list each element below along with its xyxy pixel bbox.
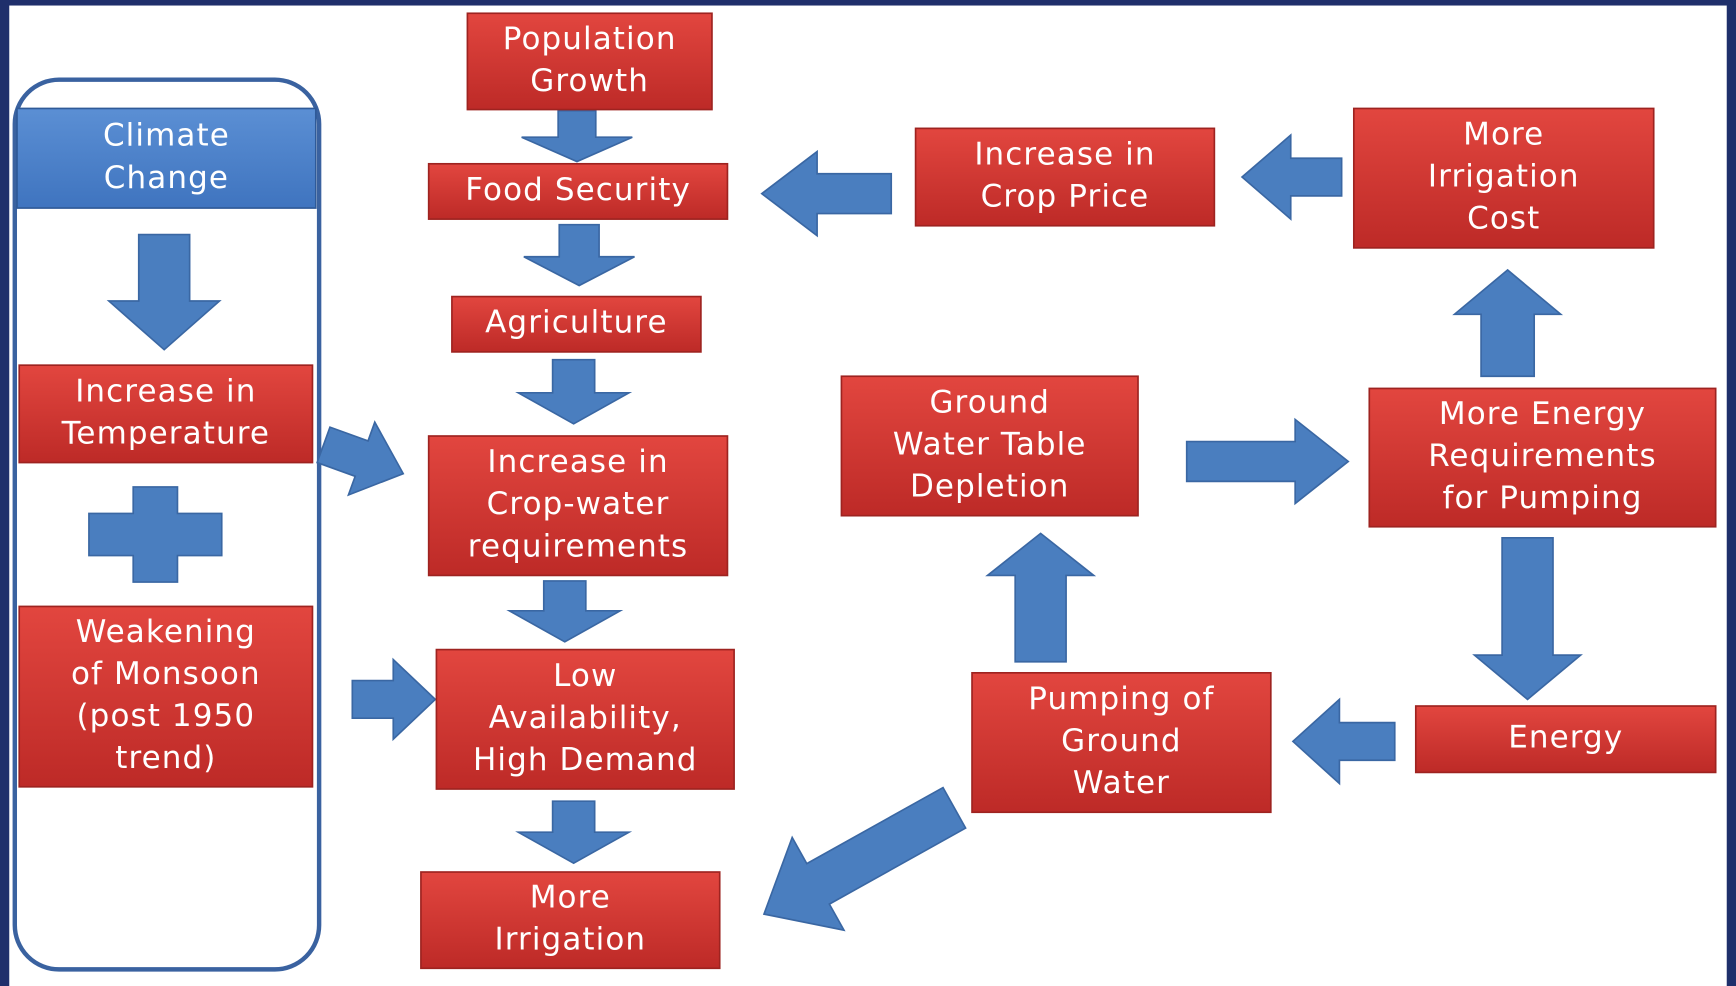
arrow xyxy=(985,532,1097,663)
arrow xyxy=(523,223,635,287)
node-label: Pumping of xyxy=(1028,681,1214,717)
node-label: Increase in xyxy=(75,373,256,409)
node: Increase in Crop Price xyxy=(914,127,1216,227)
node-label: for Pumping xyxy=(1442,480,1642,516)
node-label: Population xyxy=(503,21,677,57)
arrow xyxy=(1185,417,1350,506)
node-label: Growth xyxy=(530,63,649,99)
node-label: Availability, xyxy=(489,700,682,736)
node-box xyxy=(840,375,1139,517)
node-label: Ground xyxy=(1061,723,1182,759)
arrow xyxy=(1472,536,1583,701)
node: Increase in Temperature xyxy=(18,364,314,464)
node-box xyxy=(1414,705,1717,774)
node-label: Increase in xyxy=(487,444,668,480)
node-label: Ground xyxy=(929,384,1050,420)
arrow xyxy=(760,149,893,238)
node-label: Energy xyxy=(1508,720,1623,756)
node-box xyxy=(466,12,713,111)
node: More Irrigation Cost xyxy=(1352,107,1655,249)
node-label: Weakening xyxy=(76,614,256,650)
node-box xyxy=(435,648,735,790)
node-label: of Monsoon xyxy=(71,656,261,692)
node-label: Low xyxy=(553,658,617,694)
arrow xyxy=(506,580,624,643)
node: Climate Change xyxy=(16,107,317,209)
node-label: More xyxy=(530,880,611,916)
node-label: More Energy xyxy=(1439,396,1646,432)
node: Weakening of Monsoon (post 1950 trend) xyxy=(18,605,314,788)
plus-sign xyxy=(88,486,223,583)
node-label: Irrigation xyxy=(1428,159,1580,195)
node-label: Increase in xyxy=(974,137,1155,173)
node-label: Climate xyxy=(103,118,230,154)
node-label: Water xyxy=(1073,765,1170,801)
node-box xyxy=(427,162,729,220)
group-outline xyxy=(12,77,322,972)
node: More Energy Requirements for Pumping xyxy=(1368,387,1717,528)
arrow xyxy=(351,657,437,742)
node-label: Crop-water xyxy=(487,486,670,522)
node: Population Growth xyxy=(466,12,713,111)
node: Agriculture xyxy=(451,295,702,353)
arrow xyxy=(316,420,405,497)
node-label: Irrigation xyxy=(494,922,646,958)
node: Energy xyxy=(1414,705,1717,774)
node-label: Change xyxy=(104,160,229,196)
node: Low Availability, High Demand xyxy=(435,648,735,790)
node-label: Agriculture xyxy=(485,305,668,341)
node-label: Cost xyxy=(1467,201,1540,237)
node-label: Temperature xyxy=(61,415,270,451)
node-label: requirements xyxy=(468,528,689,564)
node-label: Food Security xyxy=(465,172,691,208)
arrow xyxy=(1240,133,1343,221)
node-label: Requirements xyxy=(1428,438,1657,474)
node-label: (post 1950 xyxy=(76,698,255,734)
node-box xyxy=(18,605,314,788)
node-box xyxy=(427,435,729,577)
node-box xyxy=(420,871,721,970)
node-label: Water Table xyxy=(893,426,1087,462)
node-box xyxy=(914,127,1216,227)
arrow xyxy=(515,800,633,865)
node-box xyxy=(1368,387,1717,528)
node-label: More xyxy=(1463,117,1544,153)
node: Ground Water Table Depletion xyxy=(840,375,1139,517)
arrow xyxy=(521,109,633,163)
node-box xyxy=(971,671,1272,814)
arrow xyxy=(515,358,633,425)
arrow xyxy=(1452,268,1564,378)
node: Increase in Crop-water requirements xyxy=(427,435,729,577)
node-box xyxy=(1352,107,1655,249)
node: Food Security xyxy=(427,162,729,220)
node-box xyxy=(16,107,317,209)
node-box xyxy=(18,364,314,464)
node: Pumping of Ground Water xyxy=(971,671,1272,814)
node-label: Crop Price xyxy=(981,179,1150,215)
arrow xyxy=(762,786,967,932)
arrow xyxy=(1291,697,1396,786)
arrow xyxy=(106,233,222,351)
node-box xyxy=(451,295,702,353)
node-label: High Demand xyxy=(473,742,698,778)
node-label: trend) xyxy=(115,740,216,776)
node-label: Depletion xyxy=(910,469,1070,505)
node: More Irrigation xyxy=(420,871,721,970)
